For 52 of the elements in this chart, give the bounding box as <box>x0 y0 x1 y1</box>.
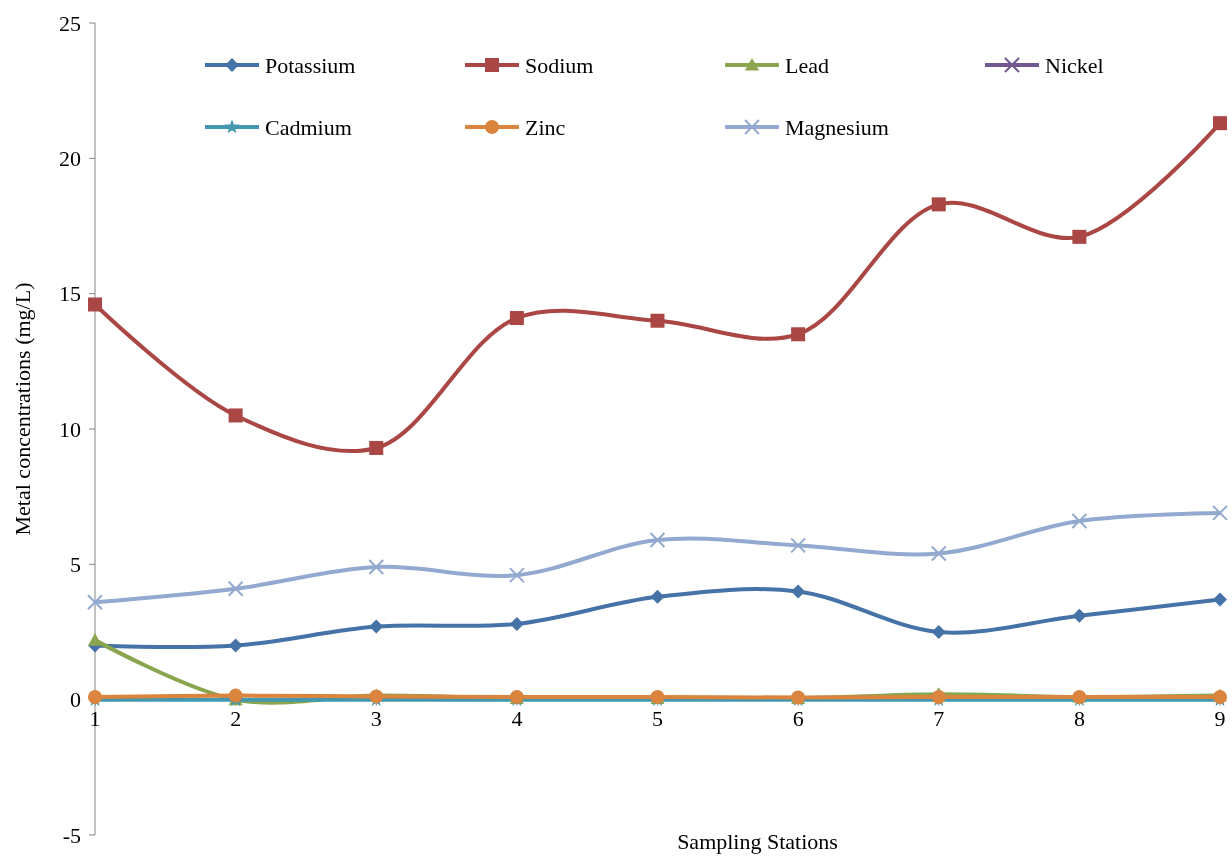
point <box>227 580 244 597</box>
point <box>87 594 103 611</box>
x-tick-label: 6 <box>792 705 804 731</box>
legend-label: Sodium <box>525 52 594 78</box>
point <box>1072 229 1087 244</box>
point <box>1213 592 1227 607</box>
legend-label: Potassium <box>265 52 356 78</box>
point <box>650 589 665 604</box>
point <box>650 313 665 328</box>
x-tick-label: 3 <box>370 705 382 731</box>
point <box>228 408 243 423</box>
point <box>509 311 524 326</box>
point <box>88 297 102 312</box>
x-axis-title: Sampling Stations <box>677 829 838 854</box>
point <box>1071 513 1088 530</box>
x-tick-label: 4 <box>511 705 523 731</box>
point <box>791 327 806 342</box>
y-tick-label: 5 <box>70 552 81 578</box>
legend-label: Magnesium <box>785 114 889 140</box>
point <box>930 545 947 562</box>
point <box>1213 116 1227 131</box>
point <box>790 537 807 554</box>
point <box>931 625 946 639</box>
point <box>508 567 525 584</box>
x-tick-label: 8 <box>1073 705 1085 731</box>
point <box>369 440 384 455</box>
point <box>368 559 385 576</box>
point <box>1212 504 1228 521</box>
y-tick-label: -5 <box>62 822 81 848</box>
y-tick-label: 25 <box>59 10 81 36</box>
x-tick-label: 7 <box>933 705 945 731</box>
legend-label: Zinc <box>525 114 566 140</box>
legend-label: Cadmium <box>265 114 352 140</box>
x-tick-label: 1 <box>89 705 101 731</box>
legend-label: Nickel <box>1045 52 1104 78</box>
point <box>509 616 524 631</box>
x-tick-label: 9 <box>1214 705 1226 731</box>
point <box>649 531 666 548</box>
y-tick-label: 20 <box>59 146 81 172</box>
x-tick-label: 2 <box>230 705 242 731</box>
y-axis-title: Metal concentrations (mg/L) <box>10 282 35 536</box>
point <box>369 619 384 634</box>
point <box>88 633 102 646</box>
x-tick-label: 5 <box>652 705 663 731</box>
point <box>791 584 806 599</box>
y-tick-label: 15 <box>59 281 81 307</box>
y-tick-label: 10 <box>59 416 81 442</box>
y-tick-label: 0 <box>70 687 81 713</box>
point <box>228 638 243 653</box>
point <box>1072 608 1087 623</box>
legend-label: Lead <box>785 52 829 78</box>
point <box>931 197 946 212</box>
